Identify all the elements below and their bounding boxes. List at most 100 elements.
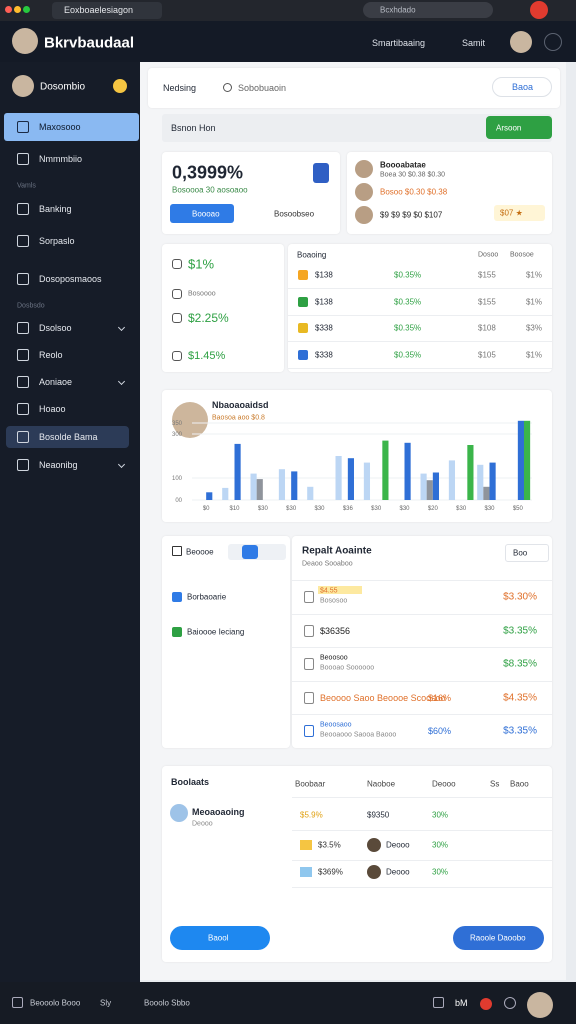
row-value: $3.30% (503, 591, 537, 603)
icon (304, 624, 314, 637)
person-name: $9 $9 $9 $0 $107 (380, 210, 443, 220)
header-link[interactable]: Samit (462, 38, 486, 48)
footer-text: Beooolo Booo (30, 998, 81, 1008)
nav-item[interactable]: Bosolde Bama (39, 432, 98, 442)
panel-sub: Deaoo Sooaboo (302, 560, 353, 568)
banner-title: Bsnon Hon (171, 123, 216, 133)
browser-search[interactable] (363, 2, 493, 18)
nav-item[interactable]: Dsolsoo (39, 323, 72, 333)
x-tick-label: $30 (456, 506, 467, 512)
icon[interactable] (504, 997, 516, 1009)
nav-item[interactable]: Nmmmbiio (39, 154, 83, 164)
nav-active (4, 113, 139, 141)
row-divider (292, 647, 552, 648)
stat: $1.45% (188, 350, 226, 362)
row-value: $4.35% (503, 692, 537, 703)
bar (363, 462, 371, 500)
window-dot (5, 6, 12, 13)
bar (432, 472, 439, 500)
button[interactable] (453, 926, 544, 950)
bar (291, 471, 298, 500)
x-tick-label: $20 (428, 506, 439, 512)
bar-chart: 00 100 300 350 $0 $10 $30 $30 $30 $36 $30 $30 $20 $30… (172, 420, 532, 512)
row-divider (292, 714, 552, 715)
nav-item[interactable]: Reolo (39, 350, 63, 360)
row-sub: Boooao Soooooo (320, 664, 375, 672)
icon[interactable] (433, 997, 444, 1008)
cell: $0.35% (394, 323, 422, 333)
person-name: Bosoo $0.30 $0.38 (380, 187, 448, 197)
panel-title: Boolaats (171, 777, 210, 787)
avatar (355, 160, 373, 178)
stat: Bosoooo (188, 290, 216, 298)
profile-name: Meoaoaoing (192, 807, 245, 817)
button-text: Baool (208, 933, 229, 943)
bar (483, 486, 490, 500)
cell: $0.35% (394, 350, 422, 359)
cell: 30% (432, 810, 449, 820)
bar (523, 420, 531, 500)
stat: $1% (188, 256, 215, 272)
badge (494, 205, 545, 221)
cell: Deooo (386, 840, 410, 850)
icon (298, 349, 308, 360)
browser-search-text: Bcxhdado (380, 5, 416, 15)
icon (313, 163, 329, 183)
nav-item[interactable]: Maxosooo (39, 122, 81, 132)
row-sub: Bososoo (320, 597, 348, 605)
nav-item[interactable]: Hoaoo (39, 404, 66, 414)
filter-item[interactable]: Borbaoarie (187, 592, 227, 602)
row-label: $36356 (320, 625, 351, 636)
cell: $105 (478, 350, 496, 359)
icon (300, 840, 312, 850)
window-dot (14, 6, 21, 13)
search-input[interactable]: Sobobuaoin (238, 83, 287, 93)
avatar (367, 865, 381, 879)
cell: $9350 (367, 810, 390, 820)
button[interactable] (170, 926, 270, 950)
cell: $108 (478, 323, 496, 333)
toggle-active (242, 545, 258, 559)
button[interactable] (492, 77, 552, 97)
dropdown[interactable]: Bosoobseo (274, 209, 315, 219)
x-tick-label: $30 (286, 506, 297, 512)
nav-item[interactable]: Banking (39, 204, 72, 214)
settings-icon[interactable] (544, 33, 562, 51)
bar (347, 458, 354, 500)
button[interactable] (486, 116, 552, 139)
row-divider (292, 860, 552, 861)
row-divider (292, 680, 552, 682)
nav-icon (17, 322, 29, 334)
x-tick-label: $30 (399, 506, 410, 512)
button[interactable] (170, 204, 234, 223)
cell: $338 (315, 350, 333, 359)
icon (304, 658, 314, 670)
x-tick-label: $10 (229, 506, 240, 512)
nav-highlight (6, 426, 129, 448)
bar (278, 469, 286, 500)
avatar (12, 75, 34, 97)
dropdown[interactable] (505, 544, 549, 562)
highlight (318, 586, 362, 594)
nav-item[interactable]: Aoniaoe (39, 377, 73, 387)
header-link[interactable]: Smartibaaing (372, 38, 426, 48)
nav-item[interactable]: Neaonibg (39, 460, 78, 470)
nav-item[interactable]: Dosoposmaoos (39, 274, 102, 284)
row-divider (292, 797, 552, 798)
nav-icon (17, 153, 29, 165)
balance-value: 0,3999% (172, 162, 244, 183)
nav-item[interactable]: Sorpaslo (39, 236, 75, 246)
avatar (527, 992, 553, 1018)
tab[interactable] (52, 2, 162, 19)
y-tick-label: 300 (172, 432, 183, 438)
x-tick-label: $30 (484, 506, 495, 512)
card (288, 244, 552, 372)
avatar (367, 838, 381, 852)
cell: $0.35% (394, 270, 422, 280)
bar (250, 473, 257, 500)
row-divider (288, 367, 552, 369)
row-divider (292, 887, 552, 888)
bar (477, 464, 484, 500)
filter-item[interactable]: Baioooe Ieciang (187, 627, 245, 637)
